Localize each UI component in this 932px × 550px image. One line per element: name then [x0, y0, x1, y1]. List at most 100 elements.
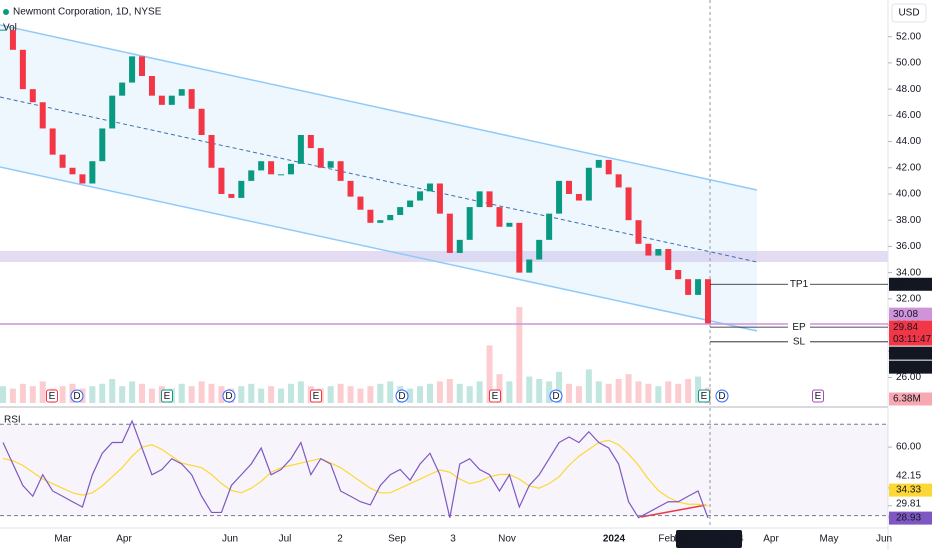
y-tick-label: 48.00 [896, 84, 921, 95]
volume-bar [327, 386, 334, 403]
level-label-bg [788, 321, 810, 334]
volume-tag: 6.38M [893, 394, 921, 405]
volume-bar [337, 383, 344, 403]
tp-tag: 33.11 [893, 279, 918, 290]
volume-bar [248, 383, 255, 403]
y-tick-label: 40.00 [896, 189, 921, 200]
currency-button[interactable] [891, 3, 927, 23]
candle [278, 174, 285, 176]
level-label-bg [788, 335, 810, 348]
event-icon [549, 389, 563, 403]
candle [109, 95, 116, 129]
candle [188, 89, 195, 109]
volume-bar [556, 371, 563, 403]
crosshair-label: Mon 26 Feb '24 [674, 534, 744, 545]
candle [387, 214, 394, 221]
time-label: Jul [279, 534, 292, 545]
volume-bar [407, 388, 414, 403]
rsi-tick-label: 42.15 [896, 471, 921, 482]
time-label: Feb [658, 534, 676, 545]
volume-bar [695, 376, 702, 403]
candle [407, 200, 414, 208]
time-label: 2024 [603, 534, 626, 545]
candle [397, 207, 404, 215]
crosshair-label-bg [676, 530, 742, 548]
volume-bar [526, 376, 533, 403]
volume-bar [496, 374, 503, 403]
candle [585, 167, 592, 201]
candle [486, 191, 493, 208]
event-icon [161, 389, 173, 403]
candle [496, 207, 503, 227]
volume-bar [139, 383, 146, 403]
candle [89, 161, 96, 184]
candle [337, 161, 344, 181]
candle [367, 209, 374, 223]
candle [248, 170, 255, 181]
candle [158, 95, 165, 105]
candle [208, 135, 215, 168]
candle [69, 167, 76, 175]
candle [258, 161, 265, 171]
event-icon [812, 389, 824, 403]
currency[interactable]: USD [898, 8, 919, 19]
volume-bar [238, 386, 245, 403]
volume-bar [258, 388, 265, 403]
candle [238, 180, 245, 198]
candle [466, 207, 473, 240]
y-tick-label: 26.00 [896, 372, 921, 383]
volume-bar [665, 381, 672, 403]
volume-bar [287, 383, 294, 403]
event-label: D [552, 391, 559, 402]
candle [536, 239, 543, 260]
volume-bar [109, 379, 116, 403]
candle [516, 222, 523, 273]
volume-bar [456, 383, 463, 403]
rsi-tag-bg [889, 483, 932, 497]
candle [476, 191, 483, 208]
y-tick-label: 46.00 [896, 110, 921, 121]
channel-upper [0, 24, 758, 191]
candle [426, 183, 433, 192]
candle [546, 213, 553, 240]
y-tick-label: 50.00 [896, 58, 921, 69]
candle [605, 159, 612, 175]
rsi-line [2, 419, 709, 519]
channel-lower [0, 166, 758, 332]
candle [139, 56, 146, 77]
candle [526, 259, 533, 273]
time-label: Apr [116, 534, 132, 545]
rsi-tag-bg [889, 511, 932, 525]
volume-bar [466, 386, 473, 403]
price-tag-bg [889, 346, 932, 360]
event-icon [489, 389, 501, 403]
volume-bar [685, 379, 692, 403]
y-tick-label: 42.00 [896, 162, 921, 173]
event-label: D [398, 391, 405, 402]
rsi-tick-label: 60.00 [896, 442, 921, 453]
volume-bar [0, 386, 6, 403]
event-icon [222, 389, 236, 403]
event-icon [715, 389, 729, 403]
volume-bar [645, 383, 652, 403]
candle [29, 89, 36, 103]
countdown-tag: 03:11:47 [893, 334, 932, 345]
volume-bar [486, 345, 493, 403]
volume-bar [29, 386, 36, 403]
candle [446, 213, 453, 253]
event-label: D [73, 391, 80, 402]
volume-bar [297, 381, 304, 403]
candle [436, 183, 443, 214]
y-tick-label: 32.00 [896, 293, 921, 304]
chart-title: Newmont Corporation, 1D, NYSE [13, 7, 162, 18]
time-label: Nov [498, 534, 516, 545]
candle [377, 220, 384, 223]
level-name: TP1 [790, 279, 809, 290]
candle [268, 161, 275, 175]
volume-bar [546, 381, 553, 403]
time-label: Jun [876, 534, 892, 545]
volume-bar [506, 381, 513, 403]
status-dot [3, 9, 9, 15]
candle [287, 163, 294, 175]
